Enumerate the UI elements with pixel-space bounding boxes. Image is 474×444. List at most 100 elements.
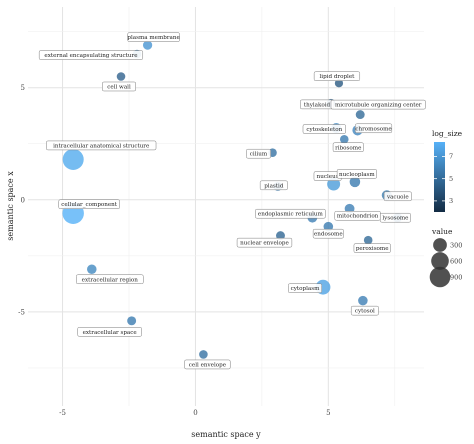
color-legend-title: log_size [432,129,463,138]
point-label-box [330,99,426,110]
size-legend-key [433,238,447,252]
point-label: vacuole [383,191,412,202]
size-legend-keys: 300 600 900 [429,238,462,288]
point-label-text: plasma membrane [127,35,180,41]
point-label: lipid droplet [313,71,361,81]
data-point [276,231,285,241]
point-label: intracellular anatomical structure [46,140,157,151]
point-label-box [127,32,180,42]
point-label-text: mitochondrion [337,214,379,220]
point-label-box [332,142,364,153]
point-label: cytosol [350,305,379,316]
data-point [116,72,126,81]
point-label-text: nucleoplasm [339,172,375,178]
point-label-text: intracellular anatomical structure [53,143,150,149]
point-label-box [336,169,377,179]
x-axis-title: semantic space y [191,430,261,439]
point-label: external encapsulating structure [38,50,144,60]
point-label: peroxisome [353,243,391,253]
point-label-text: cell envelope [189,362,227,368]
point-label: nucleoplasm [336,169,377,179]
size-legend-title: value [431,227,453,236]
point-label: plasma membrane [127,32,180,42]
size-legend-label: 900 [450,273,462,281]
color-bar-tick-label: 5 [449,175,453,183]
point-label-box [76,274,144,285]
x-tick-label: -5 [59,409,66,417]
point-label: nuclear envelope [236,237,293,248]
point-label: cytoplasm [288,283,322,293]
data-point [62,148,84,170]
data-point [127,316,137,326]
point-label: cilium [246,148,271,159]
color-bar [434,142,445,212]
point-label-box [313,71,361,81]
point-label: mitochondrion [334,210,381,221]
point-label: microtubule organizing center [330,99,426,110]
axis-ticks: -5 0 5 5 0 -5 [18,84,330,417]
point-labels: plasma membrane external encapsulating st… [38,32,426,370]
point-label-text: nucleus [317,174,339,180]
point-label-text: vacuole [386,194,409,200]
data-point [142,40,153,50]
point-label-box [379,212,411,223]
y-axis-title: semantic space x [6,171,15,241]
point-label: thylakoid [300,99,334,110]
data-point [327,177,341,191]
point-label-box [77,327,142,337]
legend: log_size 3 5 7 value 300 600 900 [429,129,463,288]
point-label: plastid [259,180,288,191]
x-tick-label: 5 [326,409,330,417]
data-point [199,350,208,359]
size-legend-label: 300 [450,241,462,249]
x-tick-label: 0 [193,409,197,417]
point-label-text: extracellular region [82,277,139,283]
point-label-box [255,208,326,219]
point-label-text: cytoskeleton [306,127,342,133]
point-label-box [383,191,412,202]
point-label-text: cytosol [355,309,375,315]
point-label-box [288,283,322,293]
point-label-box [58,199,120,209]
point-label-text: nuclear envelope [240,241,289,247]
point-label-text: extracellular space [83,330,138,336]
point-label: endoplasmic reticulum [255,208,326,219]
point-label-box [184,359,231,370]
size-legend-label: 600 [450,257,462,265]
size-legend-key [429,266,451,288]
point-label-text: cell wall [107,84,131,90]
point-label: cell wall [102,81,136,92]
point-label-text: endosome [314,232,343,238]
point-label-box [259,180,288,191]
point-label-text: peroxisome [356,246,389,252]
size-legend-key [431,252,449,270]
point-label: lysosome [379,212,411,223]
point-label-text: external encapsulating structure [44,53,138,59]
point-label: extracellular region [76,274,144,285]
color-bar-tick-label: 3 [449,197,453,205]
point-label-box [38,50,144,60]
point-label-text: microtubule organizing center [335,103,422,109]
data-point [87,264,97,275]
point-label-text: cellular_component [61,202,117,208]
data-point [355,110,365,120]
data-point [349,176,361,188]
data-point [358,295,368,306]
point-label: cellular_component [58,199,120,209]
y-tick-label: 0 [21,196,25,204]
point-label-text: chromosome [355,126,392,132]
data-point [334,79,344,88]
point-label-box [350,305,379,316]
point-label-box [302,124,346,134]
point-label-text: endoplasmic reticulum [258,212,324,218]
point-label-text: cilium [250,152,268,158]
y-tick-label: 5 [21,84,25,92]
data-point [339,134,349,144]
point-label-text: lysosome [382,216,409,222]
point-label: ribosome [332,142,364,153]
color-bar-tick-label: 7 [449,153,453,161]
point-label-box [355,123,393,134]
point-label-box [46,140,157,151]
point-label: cytoskeleton [302,124,346,134]
